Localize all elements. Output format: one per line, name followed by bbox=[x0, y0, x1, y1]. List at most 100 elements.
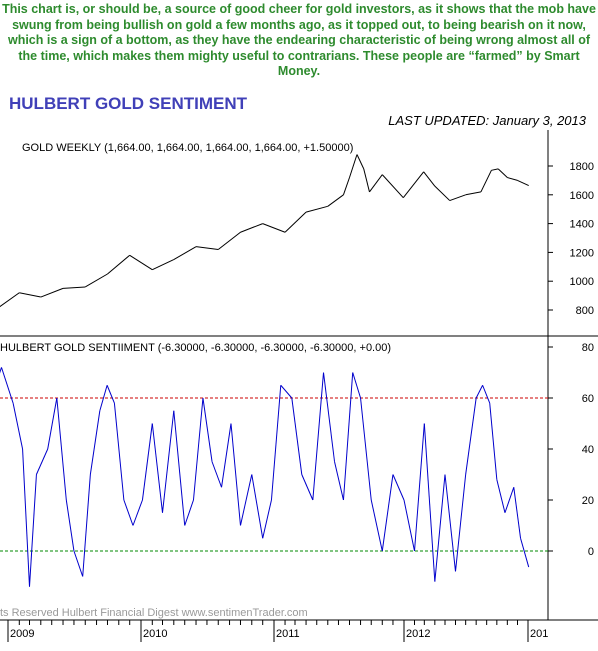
sentiment-segment bbox=[301, 474, 314, 501]
sentiment-segment bbox=[251, 474, 264, 539]
year-tick-label: 2010 bbox=[143, 628, 167, 640]
sentiment-segment bbox=[1, 367, 14, 404]
sentiment-segment bbox=[280, 384, 293, 399]
gold-price-segment bbox=[434, 185, 451, 201]
sentiment-segment bbox=[221, 423, 232, 488]
sentiment-y-tick-label: 60 bbox=[582, 393, 594, 405]
watermark-text: ts Reserved Hulbert Financial Digest www… bbox=[0, 607, 308, 619]
sentiment-segment bbox=[89, 410, 101, 475]
sentiment-segment bbox=[192, 397, 204, 501]
gold-price-segment bbox=[40, 287, 64, 298]
sentiment-segment bbox=[0, 367, 2, 374]
gold-y-tick-label: 1600 bbox=[570, 190, 594, 202]
sentiment-segment bbox=[496, 479, 506, 513]
sentiment-segment bbox=[414, 423, 425, 552]
gold-price-segment bbox=[305, 205, 328, 213]
time-axis-ticks: 2009 2010 2011 2012 201 bbox=[7, 620, 548, 642]
gold-price-segment bbox=[402, 171, 425, 198]
sentiment-segment bbox=[370, 499, 383, 552]
sentiment-segment bbox=[352, 372, 362, 399]
sentiment-segment bbox=[28, 474, 37, 587]
sentiment-segment bbox=[334, 461, 344, 501]
gold-price-segment bbox=[369, 174, 383, 193]
gold-price-segment bbox=[129, 254, 153, 271]
year-tick-label: 2011 bbox=[276, 628, 300, 640]
sentiment-segment bbox=[270, 385, 282, 501]
sentiment-segment bbox=[291, 397, 303, 475]
gold-price-segment bbox=[491, 168, 499, 171]
sentiment-segment bbox=[239, 474, 253, 526]
sentiment-segment bbox=[106, 385, 115, 404]
gold-price-segment bbox=[381, 174, 404, 199]
sentiment-segment bbox=[482, 385, 491, 404]
sentiment-segment bbox=[465, 397, 477, 475]
gold-price-segment bbox=[107, 254, 131, 275]
sentiment-panel-label: HULBERT GOLD SENTIIMENT (-6.30000, -6.30… bbox=[0, 342, 391, 354]
gold-price-segment bbox=[349, 154, 358, 178]
sentiment-segment bbox=[434, 474, 446, 582]
gold-price-segment bbox=[517, 179, 529, 187]
gold-price-segment bbox=[449, 194, 466, 202]
gold-series bbox=[0, 154, 529, 308]
gold-y-tick-label: 1200 bbox=[570, 247, 594, 259]
gold-price-segment bbox=[217, 231, 241, 250]
gold-y-tick-label: 1800 bbox=[570, 161, 594, 173]
year-tick-label: 2012 bbox=[406, 628, 430, 640]
gold-price-segment bbox=[356, 154, 365, 170]
gold-price-segment bbox=[173, 246, 197, 261]
gold-price-segment bbox=[0, 292, 20, 308]
gold-price-segment bbox=[262, 223, 286, 233]
reference-lines bbox=[0, 397, 548, 552]
gold-panel-label: GOLD WEEKLY (1,664.00, 1,664.00, 1,664.0… bbox=[22, 142, 353, 154]
sentiment-segment bbox=[22, 448, 30, 587]
sentiment-y-tick-label: 20 bbox=[582, 495, 594, 507]
sentiment-segment bbox=[504, 487, 515, 513]
sentiment-segment bbox=[262, 499, 272, 539]
gold-price-segment bbox=[19, 292, 41, 298]
gold-price-segment bbox=[363, 168, 370, 193]
sentiment-segment bbox=[513, 487, 522, 539]
sentiment-segment bbox=[323, 372, 336, 462]
sentiment-segment bbox=[475, 385, 484, 399]
sentiment-segment bbox=[423, 423, 436, 582]
sentiment-segment bbox=[312, 372, 325, 501]
sentiment-segment bbox=[113, 403, 125, 501]
sentiment-segment bbox=[360, 397, 372, 501]
sentiment-segment bbox=[123, 499, 134, 526]
sentiment-segment bbox=[132, 499, 143, 526]
sentiment-segment bbox=[444, 474, 456, 572]
gold-price-segment bbox=[497, 168, 508, 178]
gold-y-axis-ticks: 800 1000 1200 1400 1600 1800 bbox=[548, 161, 594, 317]
gold-y-tick-label: 1000 bbox=[570, 276, 594, 288]
gold-price-segment bbox=[284, 211, 307, 233]
sentiment-segment bbox=[489, 403, 498, 480]
sentiment-segment bbox=[342, 372, 354, 501]
sentiment-segment bbox=[141, 423, 153, 501]
gold-price-segment bbox=[423, 171, 436, 187]
sentiment-segment bbox=[99, 385, 108, 411]
sentiment-segment bbox=[202, 397, 213, 462]
sentiment-segment bbox=[381, 474, 394, 552]
gold-price-segment bbox=[152, 259, 175, 271]
sentiment-y-axis-ticks: 0 20 40 60 80 bbox=[548, 342, 594, 558]
sentiment-segment bbox=[173, 410, 186, 526]
sentiment-segment bbox=[162, 410, 175, 513]
gold-price-segment bbox=[342, 177, 350, 195]
last-updated-label: LAST UPDATED: January 3, 2013 bbox=[388, 113, 586, 128]
commentary-text: This chart is, or should be, a source of… bbox=[2, 2, 596, 78]
sentiment-segment bbox=[184, 499, 194, 526]
sentiment-segment bbox=[392, 474, 405, 501]
sentiment-segment bbox=[35, 448, 49, 475]
chart-title: HULBERT GOLD SENTIMENT bbox=[9, 94, 247, 113]
sentiment-series bbox=[0, 367, 530, 587]
sentiment-segment bbox=[230, 423, 241, 526]
gold-price-segment bbox=[507, 177, 518, 181]
sentiment-segment bbox=[12, 402, 24, 450]
year-tick-label: 201 bbox=[530, 628, 548, 640]
sentiment-segment bbox=[211, 461, 222, 488]
sentiment-segment bbox=[454, 474, 467, 572]
gold-price-segment bbox=[327, 194, 344, 207]
sentiment-y-tick-label: 80 bbox=[582, 342, 594, 354]
sentiment-segment bbox=[73, 550, 84, 577]
